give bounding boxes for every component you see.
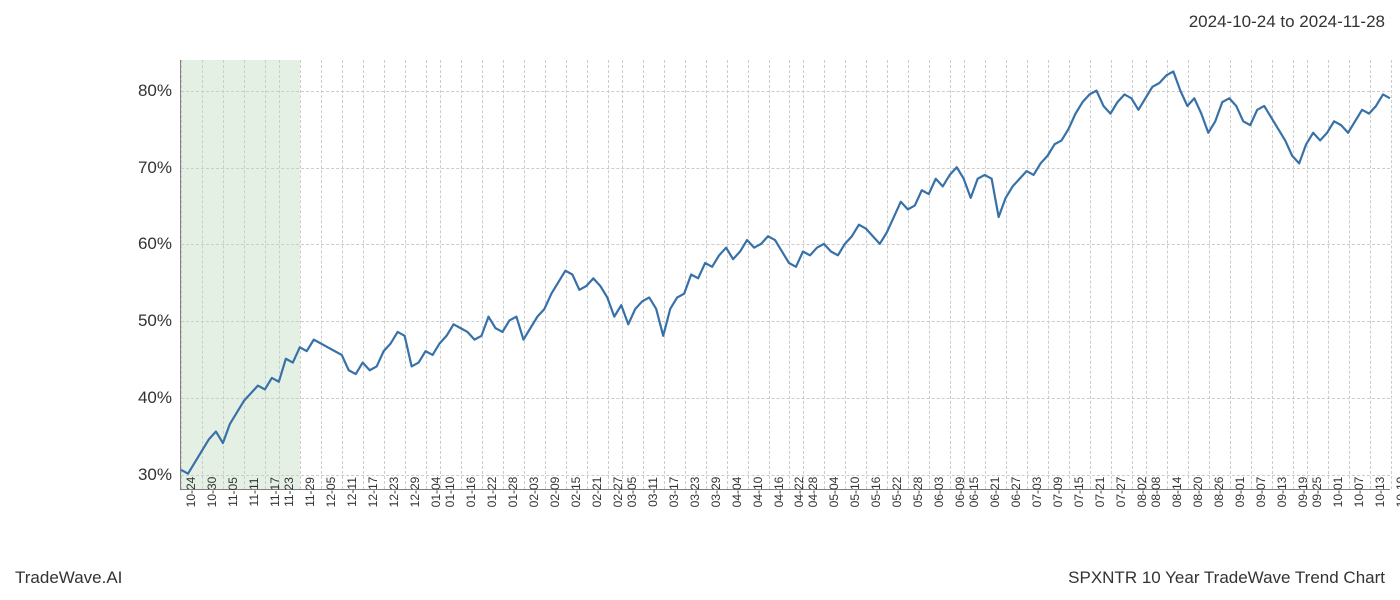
x-tick-label: 04-04	[730, 477, 744, 508]
x-tick-label: 06-03	[932, 477, 946, 508]
x-tick-label: 03-05	[625, 477, 639, 508]
x-tick-label: 12-23	[387, 477, 401, 508]
x-tick-label: 01-04	[429, 477, 443, 508]
x-tick-label: 06-15	[967, 477, 981, 508]
x-tick-label: 09-07	[1254, 477, 1268, 508]
x-tick-label: 11-05	[226, 477, 240, 507]
chart-container: 30%40%50%60%70%80% 10-2410-3011-0511-111…	[180, 60, 1390, 490]
x-tick-label: 10-01	[1331, 477, 1345, 508]
x-tick-label: 07-15	[1072, 477, 1086, 508]
x-tick-label: 11-11	[247, 478, 261, 507]
x-tick-label: 07-09	[1051, 477, 1065, 508]
x-tick-label: 11-23	[282, 477, 296, 507]
x-tick-label: 06-21	[988, 477, 1002, 508]
x-tick-label: 09-19	[1296, 477, 1310, 508]
x-tick-label: 02-15	[569, 477, 583, 508]
x-tick-label: 02-21	[590, 477, 604, 508]
x-tick-label: 03-23	[688, 477, 702, 508]
x-tick-label: 06-09	[953, 477, 967, 508]
x-tick-label: 10-07	[1352, 477, 1366, 508]
y-tick-label: 30%	[122, 465, 172, 485]
x-tick-label: 07-27	[1114, 477, 1128, 508]
plot-area	[180, 60, 1390, 490]
x-tick-label: 01-10	[443, 477, 457, 508]
x-tick-label: 08-26	[1212, 477, 1226, 508]
x-tick-label: 12-29	[408, 477, 422, 508]
y-tick-label: 50%	[122, 311, 172, 331]
date-range-label: 2024-10-24 to 2024-11-28	[1189, 12, 1385, 32]
x-tick-label: 04-10	[751, 477, 765, 508]
y-tick-label: 80%	[122, 81, 172, 101]
x-tick-label: 11-17	[268, 477, 282, 507]
y-tick-label: 60%	[122, 234, 172, 254]
x-tick-label: 07-21	[1093, 477, 1107, 508]
gridline-v	[1391, 60, 1392, 489]
x-tick-label: 04-22	[792, 477, 806, 508]
x-tick-label: 05-28	[911, 477, 925, 508]
x-tick-label: 08-20	[1191, 477, 1205, 508]
x-tick-label: 01-22	[485, 477, 499, 508]
x-tick-label: 10-13	[1373, 477, 1387, 508]
x-tick-label: 07-03	[1030, 477, 1044, 508]
x-tick-label: 10-24	[184, 477, 198, 508]
x-tick-label: 09-13	[1275, 477, 1289, 508]
x-tick-label: 01-16	[464, 477, 478, 508]
x-tick-label: 04-16	[772, 477, 786, 508]
x-tick-label: 10-19	[1394, 477, 1400, 508]
x-tick-label: 11-29	[303, 477, 317, 507]
x-tick-label: 03-11	[646, 477, 660, 507]
x-tick-label: 05-16	[869, 477, 883, 508]
x-tick-label: 09-25	[1310, 477, 1324, 508]
x-tick-label: 03-17	[667, 477, 681, 508]
x-tick-label: 06-27	[1009, 477, 1023, 508]
footer-chart-title: SPXNTR 10 Year TradeWave Trend Chart	[1068, 568, 1385, 588]
x-tick-label: 12-05	[324, 477, 338, 508]
data-line	[181, 71, 1390, 473]
line-chart-svg	[181, 60, 1390, 489]
x-tick-label: 08-08	[1149, 477, 1163, 508]
x-tick-label: 10-30	[205, 477, 219, 508]
x-tick-label: 05-04	[827, 477, 841, 508]
x-tick-label: 04-28	[806, 477, 820, 508]
x-tick-label: 03-29	[709, 477, 723, 508]
x-tick-label: 02-03	[527, 477, 541, 508]
footer-brand-label: TradeWave.AI	[15, 568, 122, 588]
x-tick-label: 02-09	[548, 477, 562, 508]
x-tick-label: 01-28	[506, 477, 520, 508]
y-tick-label: 70%	[122, 158, 172, 178]
x-tick-label: 08-14	[1170, 477, 1184, 508]
x-tick-label: 08-02	[1135, 477, 1149, 508]
x-tick-label: 12-17	[366, 477, 380, 508]
y-tick-label: 40%	[122, 388, 172, 408]
x-tick-label: 12-11	[345, 477, 359, 507]
x-tick-label: 05-10	[848, 477, 862, 508]
x-tick-label: 05-22	[890, 477, 904, 508]
x-tick-label: 09-01	[1233, 477, 1247, 508]
x-tick-label: 02-27	[611, 477, 625, 508]
